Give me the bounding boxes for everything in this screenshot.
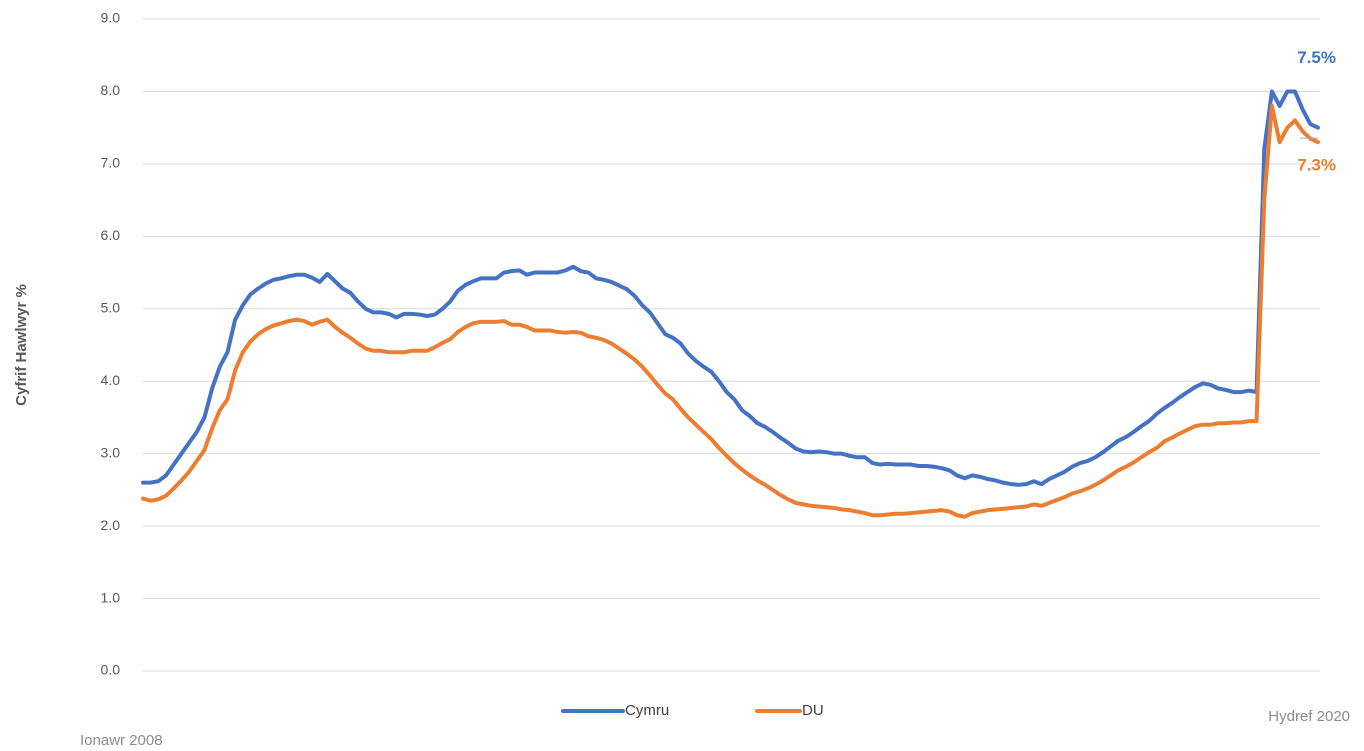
series-line — [141, 89, 1320, 487]
y-tick-label: 6.0 — [101, 227, 121, 243]
y-tick-label: 8.0 — [101, 82, 121, 98]
x-tick-label: Ionawr 2008 — [80, 732, 163, 749]
data-label: 7.5% — [1297, 48, 1336, 67]
y-axis-title: Cyfrif Hawlwyr % — [13, 284, 30, 406]
legend-label: Cymru — [625, 702, 669, 719]
y-tick-label: 9.0 — [101, 10, 121, 26]
y-tick-label: 5.0 — [101, 299, 121, 315]
y-tick-label: 2.0 — [101, 517, 121, 533]
y-tick-label: 0.0 — [101, 662, 121, 678]
legend-label: DU — [802, 702, 824, 719]
x-tick-label: Hydref 2020 — [1268, 708, 1350, 725]
series-line — [141, 103, 1320, 519]
y-tick-label: 7.0 — [101, 155, 121, 171]
data-label: 7.3% — [1297, 156, 1336, 175]
y-tick-label: 1.0 — [101, 589, 121, 605]
y-tick-label: 3.0 — [101, 444, 121, 460]
y-tick-label: 4.0 — [101, 372, 121, 388]
